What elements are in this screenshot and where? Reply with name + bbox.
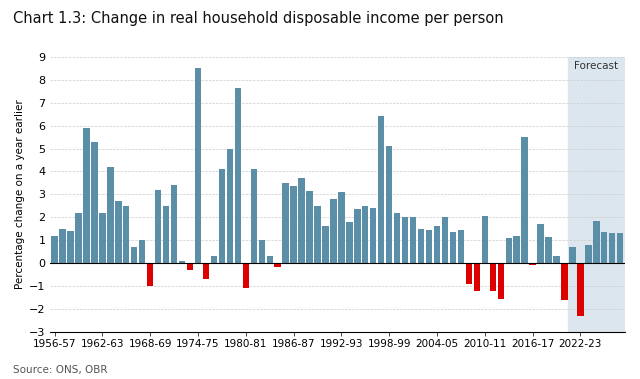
Bar (490, 263, 496, 291)
Bar (609, 233, 616, 263)
Bar (195, 68, 201, 263)
Bar (235, 88, 241, 263)
Bar (522, 137, 528, 263)
Bar (139, 240, 145, 263)
Bar (554, 256, 559, 263)
Bar (474, 263, 480, 291)
Bar (298, 179, 305, 263)
Bar (51, 236, 58, 263)
Bar (426, 230, 432, 263)
Bar (92, 142, 98, 263)
Bar (418, 229, 424, 263)
Bar (482, 216, 488, 263)
Bar (60, 229, 66, 263)
Bar (601, 232, 607, 263)
Bar (147, 263, 154, 286)
Bar (354, 209, 360, 263)
Bar (282, 183, 289, 263)
Bar (99, 213, 106, 263)
Bar (67, 231, 74, 263)
Bar (115, 201, 122, 263)
Text: Chart 1.3: Change in real household disposable income per person: Chart 1.3: Change in real household disp… (13, 11, 504, 27)
Bar (76, 213, 82, 263)
Bar (506, 238, 512, 263)
Bar (243, 263, 249, 288)
Bar (378, 116, 385, 263)
Bar (593, 221, 600, 263)
Bar (330, 199, 337, 263)
Bar (394, 213, 401, 263)
Bar (529, 263, 536, 265)
Bar (568, 57, 625, 332)
Bar (497, 263, 504, 299)
Bar (219, 169, 225, 263)
Bar (434, 227, 440, 263)
Bar (561, 263, 568, 300)
Bar (275, 263, 281, 266)
Bar (577, 263, 584, 316)
Bar (163, 206, 170, 263)
Bar (314, 206, 321, 263)
Bar (386, 146, 392, 263)
Bar (259, 240, 265, 263)
Text: Source: ONS, OBR: Source: ONS, OBR (13, 365, 108, 375)
Bar (171, 185, 177, 263)
Bar (545, 237, 552, 263)
Bar (123, 206, 129, 263)
Bar (203, 263, 209, 279)
Bar (458, 230, 464, 263)
Bar (370, 208, 376, 263)
Bar (187, 263, 193, 270)
Bar (131, 247, 138, 263)
Bar (442, 217, 448, 263)
Bar (466, 263, 472, 284)
Bar (585, 245, 591, 263)
Bar (179, 261, 185, 263)
Bar (362, 206, 369, 263)
Bar (107, 167, 113, 263)
Bar (266, 256, 273, 263)
Bar (513, 236, 520, 263)
Bar (346, 222, 353, 263)
Bar (538, 224, 544, 263)
Text: Forecast: Forecast (574, 61, 618, 71)
Bar (569, 247, 575, 263)
Bar (307, 191, 313, 263)
Bar (155, 190, 161, 263)
Bar (83, 128, 90, 263)
Bar (617, 233, 623, 263)
Bar (338, 192, 344, 263)
Bar (227, 149, 233, 263)
Bar (211, 256, 217, 263)
Bar (402, 217, 408, 263)
Bar (291, 186, 297, 263)
Bar (251, 169, 257, 263)
Bar (323, 227, 329, 263)
Bar (450, 232, 456, 263)
Bar (410, 217, 416, 263)
Y-axis label: Percentage change on a year earlier: Percentage change on a year earlier (15, 100, 25, 289)
